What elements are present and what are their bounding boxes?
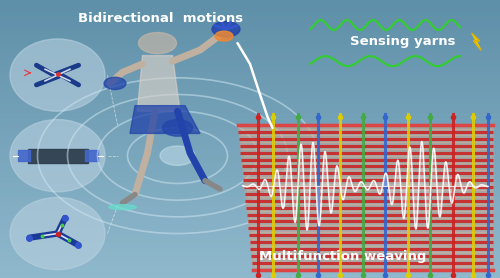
Bar (0, 70, 500, 74)
Bar (0, 9, 500, 14)
Circle shape (215, 31, 233, 41)
Bar (0, 97, 500, 102)
Bar (0, 273, 500, 278)
Bar (0, 218, 500, 222)
Bar (0, 93, 500, 97)
Bar (0, 5, 500, 9)
Bar (0, 83, 500, 88)
Ellipse shape (109, 205, 136, 210)
Bar (0, 250, 500, 255)
Polygon shape (472, 33, 481, 50)
Bar (0, 236, 500, 241)
Bar (0, 116, 500, 120)
Bar (0, 199, 500, 204)
Bar (85, 150, 98, 161)
Circle shape (162, 120, 192, 136)
Bar (0, 269, 500, 273)
Bar (0, 23, 500, 28)
Bar (0, 190, 500, 195)
Ellipse shape (10, 197, 105, 270)
Bar (0, 37, 500, 42)
Bar (0, 162, 500, 167)
Bar (0, 204, 500, 208)
Bar (0, 264, 500, 269)
Bar (0, 158, 500, 162)
Bar (0, 46, 500, 51)
Bar (0, 42, 500, 46)
Ellipse shape (10, 39, 105, 111)
Bar (0, 222, 500, 227)
Bar (0, 74, 500, 79)
Bar (0, 56, 500, 60)
Bar (0, 148, 500, 153)
Polygon shape (238, 125, 492, 270)
Bar (0, 213, 500, 218)
Bar (0, 60, 500, 65)
Polygon shape (130, 106, 200, 133)
Bar (0, 33, 500, 37)
Bar (0, 172, 500, 176)
Bar (0, 144, 500, 148)
Bar (0, 181, 500, 185)
Bar (18, 150, 30, 161)
Bar (0, 195, 500, 199)
Bar (0, 28, 500, 33)
Circle shape (138, 33, 176, 54)
Bar (0, 51, 500, 56)
Text: Sensing yarns: Sensing yarns (350, 35, 456, 48)
Bar (0, 139, 500, 144)
Bar (0, 125, 500, 130)
Bar (0, 0, 500, 5)
Text: Bidirectional  motions: Bidirectional motions (78, 12, 242, 25)
Bar (0, 227, 500, 232)
Text: Multifunction weaving: Multifunction weaving (259, 250, 426, 263)
Bar (0, 232, 500, 236)
Bar (0, 176, 500, 181)
Bar (0, 255, 500, 259)
Bar (0, 65, 500, 70)
Circle shape (104, 77, 126, 90)
Circle shape (212, 21, 240, 37)
Bar (0, 153, 500, 158)
Ellipse shape (10, 120, 105, 192)
Bar (0, 111, 500, 116)
Bar (0, 19, 500, 23)
Bar (0, 120, 500, 125)
Bar (0, 14, 500, 19)
Bar (0, 134, 500, 139)
Bar (0, 259, 500, 264)
Bar (0, 106, 500, 111)
Bar (0, 208, 500, 213)
Bar (28, 149, 88, 163)
Circle shape (160, 146, 195, 165)
Bar (0, 245, 500, 250)
Bar (0, 88, 500, 93)
Bar (0, 241, 500, 245)
Bar (0, 79, 500, 83)
Bar (0, 130, 500, 134)
Bar (0, 167, 500, 172)
Bar (0, 102, 500, 106)
Bar (0, 185, 500, 190)
Polygon shape (138, 56, 180, 111)
